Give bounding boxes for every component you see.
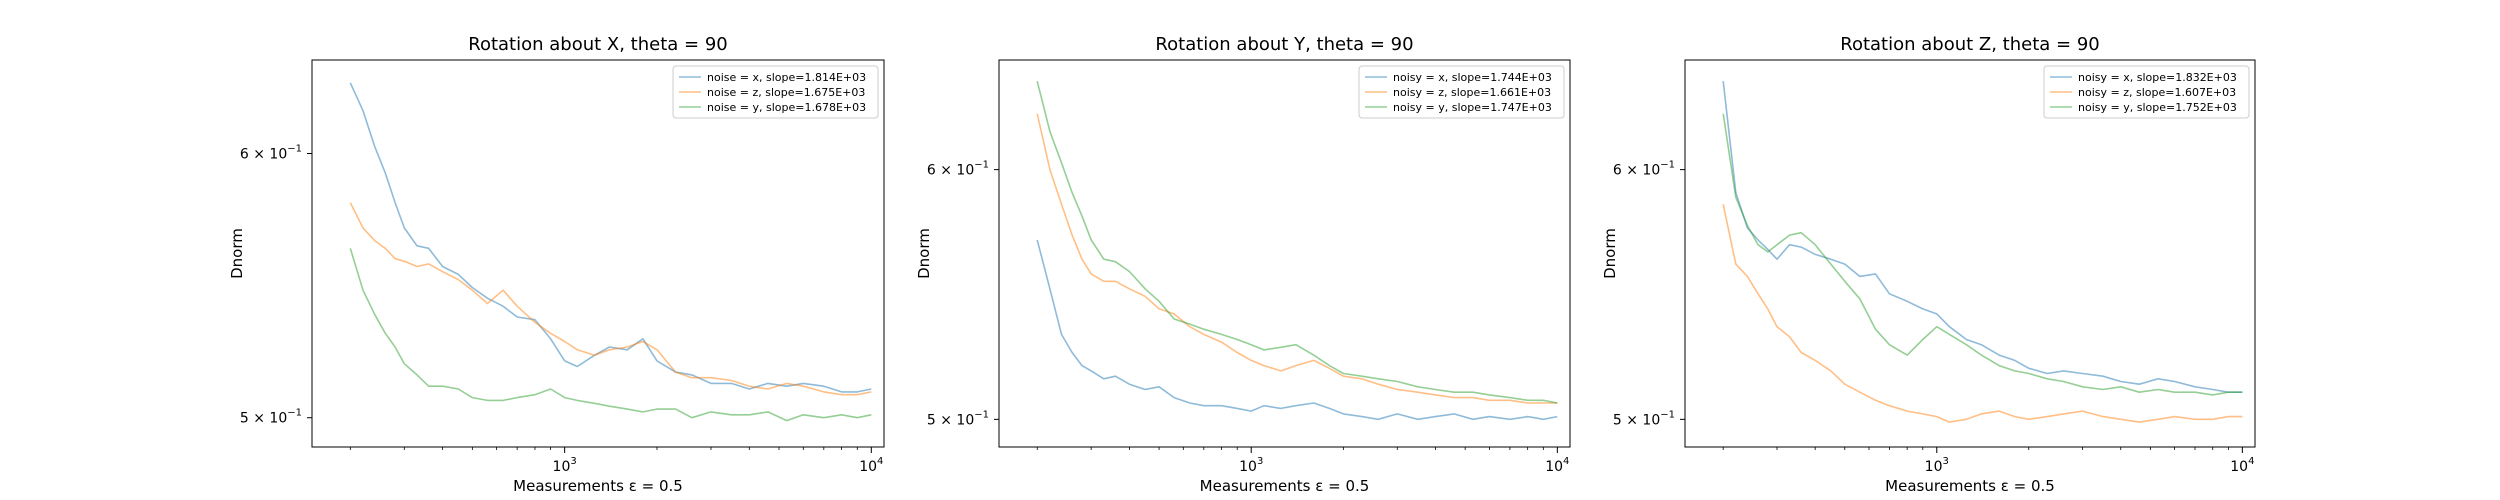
legend-entry-1: noisy = x, slope=1.832E+03 (2078, 71, 2237, 84)
legend-box (672, 65, 879, 119)
legend: noisy = x, slope=1.744E+03 noisy = z, slo… (1358, 65, 1565, 119)
series-line-1 (349, 82, 872, 393)
y-tick-label-1: 6 × 10−1 (240, 144, 302, 163)
x-tick-label-1: 103 (1239, 456, 1263, 475)
legend-entry-2: noise = z, slope=1.675E+03 (707, 86, 865, 99)
chart-title: Rotation about Y, theta = 90 (1155, 34, 1413, 55)
x-tick-label-2: 104 (2230, 456, 2254, 475)
y-axis-label: Dnorm (228, 228, 246, 279)
legend-box (1358, 65, 1565, 119)
y-tick-label-1: 6 × 10−1 (927, 160, 989, 179)
legend: noisy = x, slope=1.832E+03 noisy = z, slo… (2043, 65, 2250, 119)
chart-panel-1: 103 104 6 × 10−1 5 × 10−1 Rotation about X, … (228, 34, 885, 495)
series-line-1 (1722, 81, 2243, 394)
y-axis-label: Dnorm (915, 228, 933, 279)
legend-entry-1: noise = x, slope=1.814E+03 (707, 71, 866, 84)
x-axis-label: Measurements ε = 0.5 (513, 477, 683, 495)
plot-frame (311, 59, 885, 448)
legend: noise = x, slope=1.814E+03 noise = z, slo… (672, 65, 879, 119)
plot-frame (998, 59, 1571, 448)
series-line-3 (1036, 81, 1558, 404)
y-axis-label: Dnorm (1601, 228, 1619, 279)
chart-title: Rotation about X, theta = 90 (468, 34, 728, 55)
legend-entry-3: noise = y, slope=1.678E+03 (707, 101, 866, 114)
y-tick-label-2: 5 × 10−1 (927, 409, 989, 428)
legend-entry-1: noisy = x, slope=1.744E+03 (1393, 71, 1552, 84)
legend-entry-2: noisy = z, slope=1.607E+03 (2078, 86, 2236, 99)
y-tick-label-2: 5 × 10−1 (240, 408, 302, 427)
legend-box (2043, 65, 2250, 119)
legend-entry-2: noisy = z, slope=1.661E+03 (1393, 86, 1551, 99)
x-tick-label-1: 103 (553, 456, 577, 475)
series-line-3 (349, 248, 872, 422)
x-axis-label: Measurements ε = 0.5 (1200, 477, 1370, 495)
chart-panel-2: 103 104 6 × 10−1 5 × 10−1 Rotation about Y, … (915, 34, 1571, 495)
chart-panel-3: 103 104 6 × 10−1 5 × 10−1 Rotation about Z, … (1601, 34, 2256, 495)
plot-frame (1684, 59, 2256, 448)
series-line-2 (349, 202, 872, 396)
series-line-2 (1036, 113, 1558, 404)
series-line-3 (1722, 113, 2243, 396)
x-tick-label-2: 104 (859, 456, 883, 475)
y-tick-label-2: 5 × 10−1 (1613, 409, 1675, 428)
x-axis-label: Measurements ε = 0.5 (1885, 477, 2055, 495)
legend-entry-3: noisy = y, slope=1.747E+03 (1393, 101, 1552, 114)
x-tick-label-2: 104 (1545, 456, 1569, 475)
x-tick-label-1: 103 (1925, 456, 1949, 475)
chart-title: Rotation about Z, theta = 90 (1840, 34, 2100, 55)
series-line-1 (1036, 239, 1558, 421)
y-tick-label-1: 6 × 10−1 (1613, 160, 1675, 179)
legend-entry-3: noisy = y, slope=1.752E+03 (2078, 101, 2237, 114)
series-line-2 (1722, 204, 2243, 423)
